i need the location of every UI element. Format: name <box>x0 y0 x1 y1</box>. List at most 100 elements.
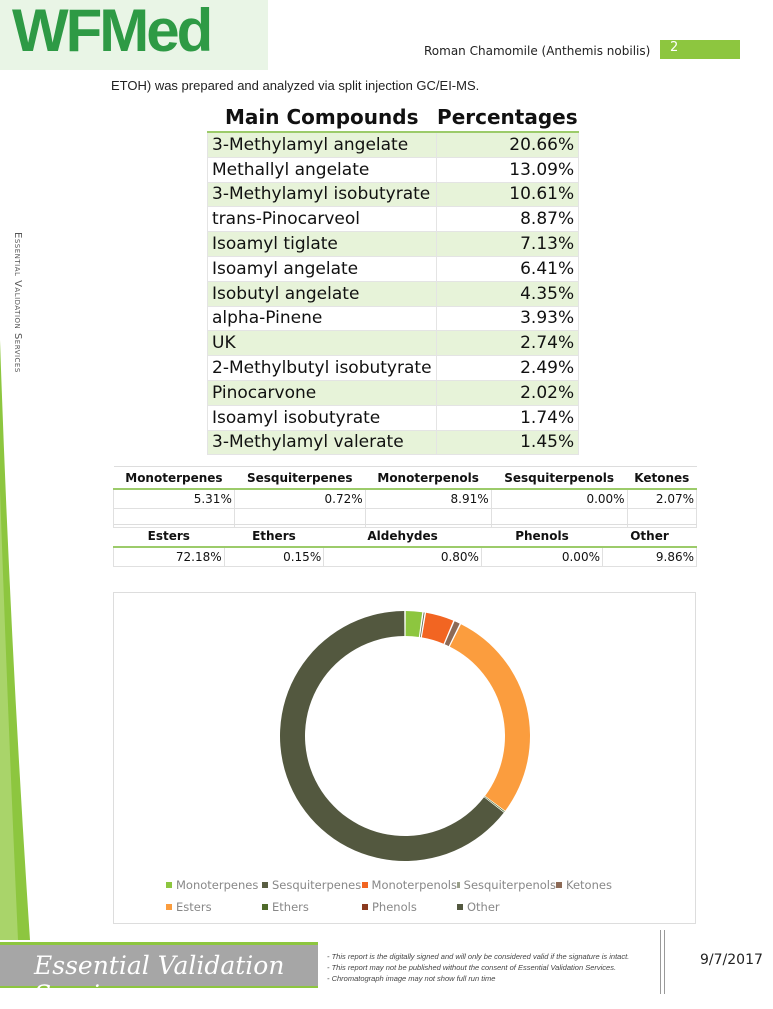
compound-percentage: 20.66% <box>435 131 580 158</box>
col-header: Percentages <box>436 103 579 133</box>
compound-name: trans-Pinocarveol <box>207 206 437 233</box>
class-header: Sesquiterpenols <box>491 466 628 490</box>
compound-percentage: 4.35% <box>435 280 580 307</box>
class-value: 0.00% <box>490 488 628 509</box>
wfmed-logo: WFMed <box>0 0 268 70</box>
footer-notes: - This report is the digitally signed an… <box>327 951 629 984</box>
legend-label: Esters <box>176 900 212 914</box>
col-header: Main Compounds <box>207 103 437 133</box>
legend-label: Sesquiterpenols <box>463 878 556 892</box>
class-value: 5.31% <box>113 488 235 509</box>
table-row: Isoamyl angelate 6.41% <box>207 255 580 282</box>
class-table-1: Monoterpenes Sesquiterpenes Monoterpenols S… <box>113 466 698 528</box>
compound-percentage: 8.87% <box>435 206 580 233</box>
table-row: trans-Pinocarveol 8.87% <box>207 206 580 233</box>
legend-swatch-icon <box>362 882 368 888</box>
legend-swatch-icon <box>362 904 368 910</box>
legend-item: Other <box>457 900 556 914</box>
table-row: alpha-Pinene 3.93% <box>207 305 580 332</box>
compound-percentage: 2.74% <box>435 330 580 357</box>
donut-slice-sesquiterpenes <box>419 612 425 638</box>
legend-item: Esters <box>166 900 262 914</box>
table-row: Methallyl angelate 13.09% <box>207 156 580 183</box>
class-value: 8.91% <box>364 488 492 509</box>
note: - This report may not be published witho… <box>327 963 617 972</box>
footer-brand: Essential Validation Services <box>0 942 318 1009</box>
class-header: Ethers <box>224 524 324 548</box>
compound-name: Isoamyl angelate <box>207 255 437 282</box>
legend-item: Ketones <box>556 878 636 892</box>
class-value: 72.18% <box>113 546 225 567</box>
legend-swatch-icon <box>262 904 268 910</box>
donut-chart <box>280 611 530 861</box>
legend-label: Ethers <box>272 900 309 914</box>
page-number: 2 <box>660 40 740 59</box>
compound-name: UK <box>207 330 437 357</box>
legend-swatch-icon <box>262 882 268 888</box>
class-value: 0.80% <box>323 546 482 567</box>
table-row: 3-Methylamyl valerate 1.45% <box>207 429 580 456</box>
intro-text: ETOH) was prepared and analyzed via spli… <box>111 78 480 93</box>
compound-name: Methallyl angelate <box>207 156 437 183</box>
chart-legend: Monoterpenes Sesquiterpenes Monoterpenols S… <box>166 878 626 914</box>
table-row: Isoamyl isobutyrate 1.74% <box>207 404 580 431</box>
class-header: Aldehydes <box>323 524 482 548</box>
compound-percentage: 2.49% <box>435 355 580 381</box>
compound-percentage: 13.09% <box>435 156 580 183</box>
legend-item: Sesquiterpenes <box>262 878 362 892</box>
compound-percentage: 6.41% <box>435 255 580 282</box>
compound-percentage: 1.74% <box>435 404 580 431</box>
class-header: Phenols <box>481 524 603 548</box>
donut-slice-monoterpenols <box>421 612 454 644</box>
legend-label: Phenols <box>372 900 417 914</box>
table-row: Pinocarvone 2.02% <box>207 379 580 406</box>
note: - This report is the digitally signed an… <box>327 952 630 961</box>
header-title: Roman Chamomile (Anthemis nobilis) <box>424 44 651 58</box>
table-row: UK 2.74% <box>207 330 580 357</box>
compound-name: Isoamyl isobutyrate <box>207 404 437 431</box>
donut-slice-monoterpenes <box>405 611 423 637</box>
legend-label: Monoterpenols <box>371 878 457 892</box>
donut-slice-ketones <box>444 621 460 647</box>
note: - Chromatograph image may not show full … <box>327 974 496 983</box>
legend-swatch-icon <box>457 882 460 888</box>
legend-label: Monoterpenes <box>176 878 259 892</box>
donut-slice-ethers <box>484 796 505 812</box>
table-row: 3-Methylamyl isobutyrate 10.61% <box>207 181 580 208</box>
legend-item: Phenols <box>362 900 457 914</box>
legend-swatch-icon <box>166 904 172 910</box>
class-header: Monoterpenes <box>113 466 235 490</box>
compound-name: 3-Methylamyl valerate <box>207 429 437 456</box>
report-date: 9/7/2017 <box>700 952 763 968</box>
legend-item: Ethers <box>262 900 362 914</box>
legend-item: Monoterpenes <box>166 878 262 892</box>
side-label: Essential Validation Services <box>12 232 23 373</box>
compound-name: Isobutyl angelate <box>207 280 437 307</box>
compound-name: alpha-Pinene <box>207 305 437 332</box>
table-row: 3-Methylamyl angelate 20.66% <box>207 131 580 158</box>
legend-swatch-icon <box>166 882 172 888</box>
compound-percentage: 3.93% <box>435 305 580 332</box>
class-header: Other <box>602 524 697 548</box>
chart-container: Monoterpenes Sesquiterpenes Monoterpenols S… <box>113 592 696 924</box>
class-header: Monoterpenols <box>365 466 492 490</box>
divider <box>660 930 665 994</box>
class-header: Ketones <box>627 466 697 490</box>
class-header: Esters <box>113 524 225 548</box>
main-compounds-table: Main Compounds Percentages 3-Methylamyl a… <box>207 103 580 456</box>
class-value: 9.86% <box>601 546 698 567</box>
compound-name: Pinocarvone <box>207 379 437 406</box>
legend-swatch-icon <box>457 904 463 910</box>
compound-percentage: 7.13% <box>435 231 580 257</box>
class-table-2: Esters Ethers Aldehydes Phenols Other 72.18% 0… <box>113 524 698 567</box>
table-row: 2-Methylbutyl isobutyrate 2.49% <box>207 355 580 381</box>
table-row: Isobutyl angelate 4.35% <box>207 280 580 307</box>
compound-percentage: 2.02% <box>435 379 580 406</box>
donut-slice-esters <box>449 624 530 811</box>
class-header: Sesquiterpenes <box>234 466 366 490</box>
compound-name: 3-Methylamyl angelate <box>207 131 437 158</box>
legend-label: Other <box>467 900 500 914</box>
legend-label: Ketones <box>566 878 612 892</box>
compound-name: 3-Methylamyl isobutyrate <box>207 181 437 208</box>
legend-swatch-icon <box>556 882 562 888</box>
